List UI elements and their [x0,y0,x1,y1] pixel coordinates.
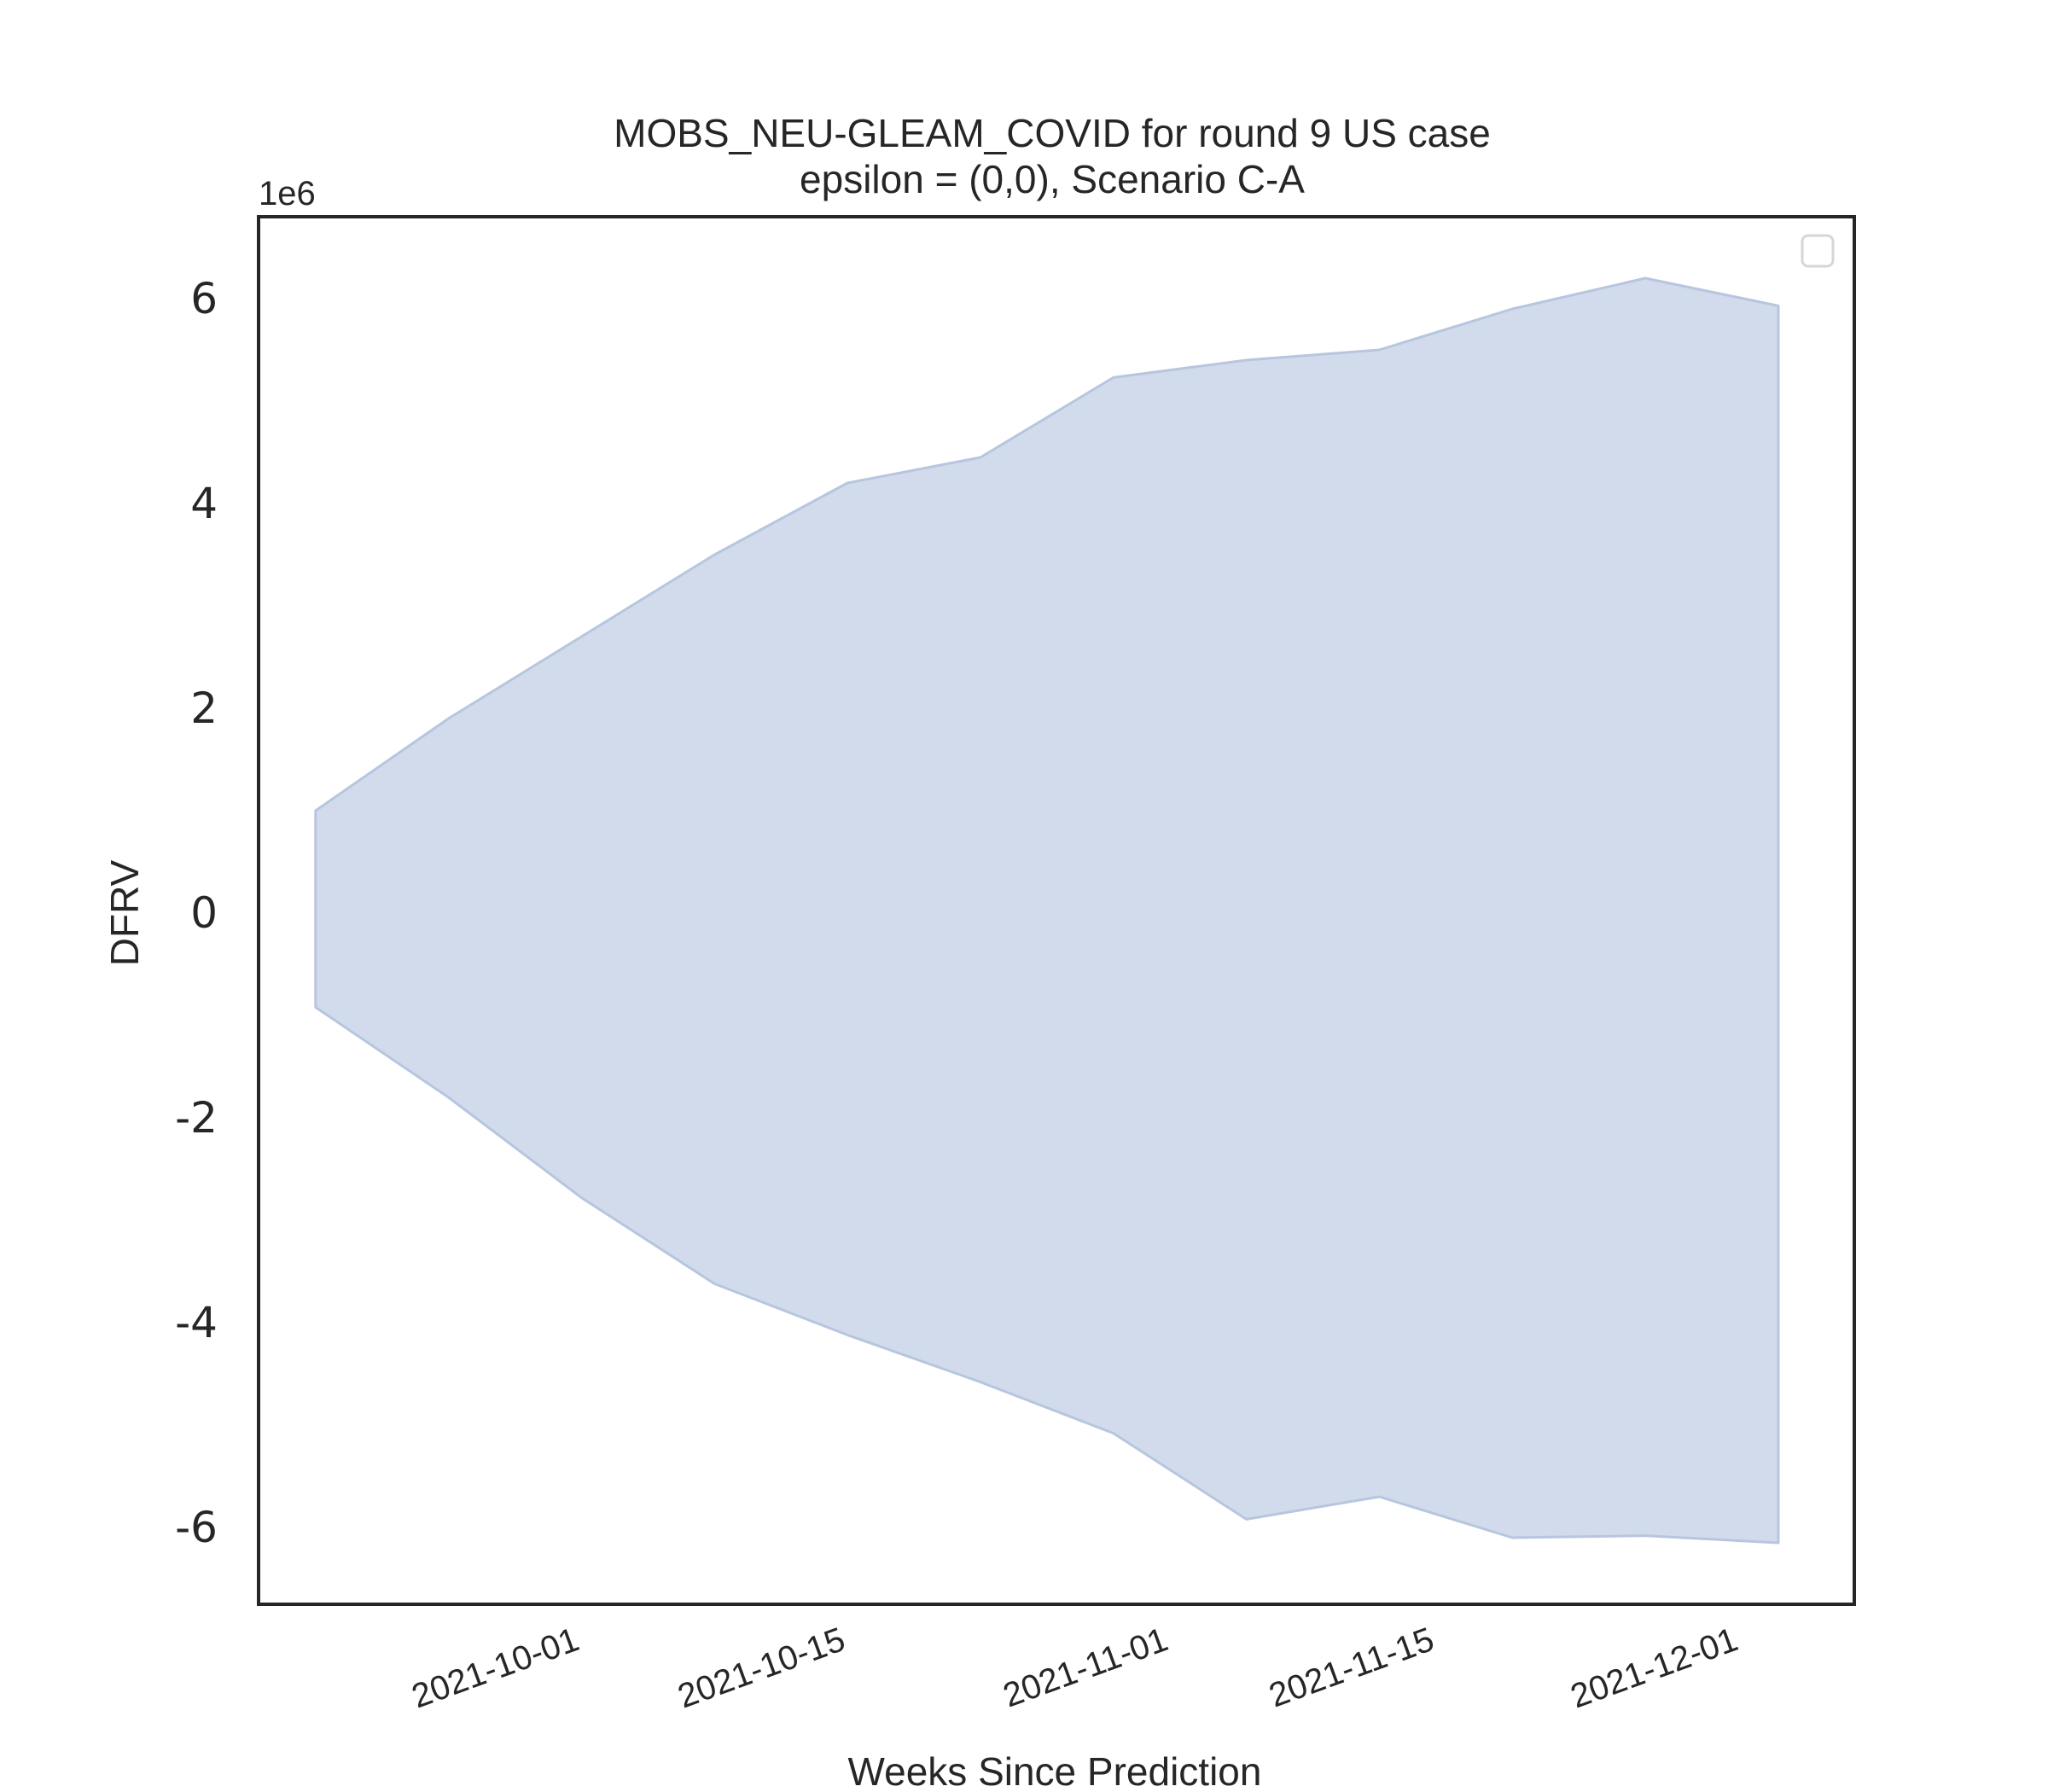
band-lower-point [1245,1517,1248,1521]
band-lower-point [713,1282,716,1285]
x-tick-label: 2021-10-15 [673,1620,850,1715]
band-lower-point [846,1333,849,1336]
band-upper-point [314,809,317,812]
y-tick-label: -6 [175,1503,218,1552]
band-lower-point [1378,1495,1382,1498]
band-upper-point [1644,276,1647,280]
band-lower-point [314,1005,317,1009]
y-tick-label: -2 [175,1093,218,1143]
y-tick-label: 0 [190,888,218,938]
y-axis-offset-label: 1e6 [259,175,316,212]
y-axis-label: DFRV [102,859,147,966]
band-upper-point [1777,304,1780,307]
band-lower-point [1510,1536,1514,1539]
chart-subtitle: epsilon = (0,0), Scenario C-A [800,157,1305,201]
band-upper-point [580,635,584,638]
x-ticks: 2021-10-01 2021-10-15 2021-11-01 2021-11-15… [407,1620,1743,1715]
band-upper-point [713,553,716,556]
y-tick-label: 2 [190,684,218,733]
band-lower-point [979,1381,982,1384]
uncertainty-band [314,276,1780,1545]
band-lower-point [1644,1534,1647,1538]
band-upper-point [1112,375,1115,379]
band-layer [314,276,1780,1545]
y-ticks: -6 -4 -2 0 2 4 6 [175,274,218,1552]
band-lower-point [580,1196,584,1200]
y-tick-label: -4 [175,1298,218,1347]
plot-area-frame [257,215,1856,1606]
band-lower-point [1112,1432,1115,1435]
band-lower-point [447,1096,451,1099]
band-upper-point [1245,358,1248,362]
band-lower-point [1777,1541,1780,1545]
y-tick-label: 4 [190,479,218,528]
x-tick-label: 2021-11-01 [998,1620,1173,1714]
band-upper-point [447,717,451,720]
y-tick-label: 6 [190,274,218,323]
band-upper-point [1510,307,1514,311]
band-upper-point [1378,348,1382,352]
chart-title: MOBS_NEU-GLEAM_COVID for round 9 US case [614,111,1491,155]
band-upper-point [979,456,982,459]
x-tick-label: 2021-12-01 [1566,1620,1743,1715]
x-tick-label: 2021-10-01 [407,1620,584,1715]
x-tick-label: 2021-11-15 [1265,1620,1440,1714]
band-upper-point [846,481,849,485]
legend-box [1801,234,1835,268]
x-axis-label: Weeks Since Prediction [848,1749,1262,1792]
